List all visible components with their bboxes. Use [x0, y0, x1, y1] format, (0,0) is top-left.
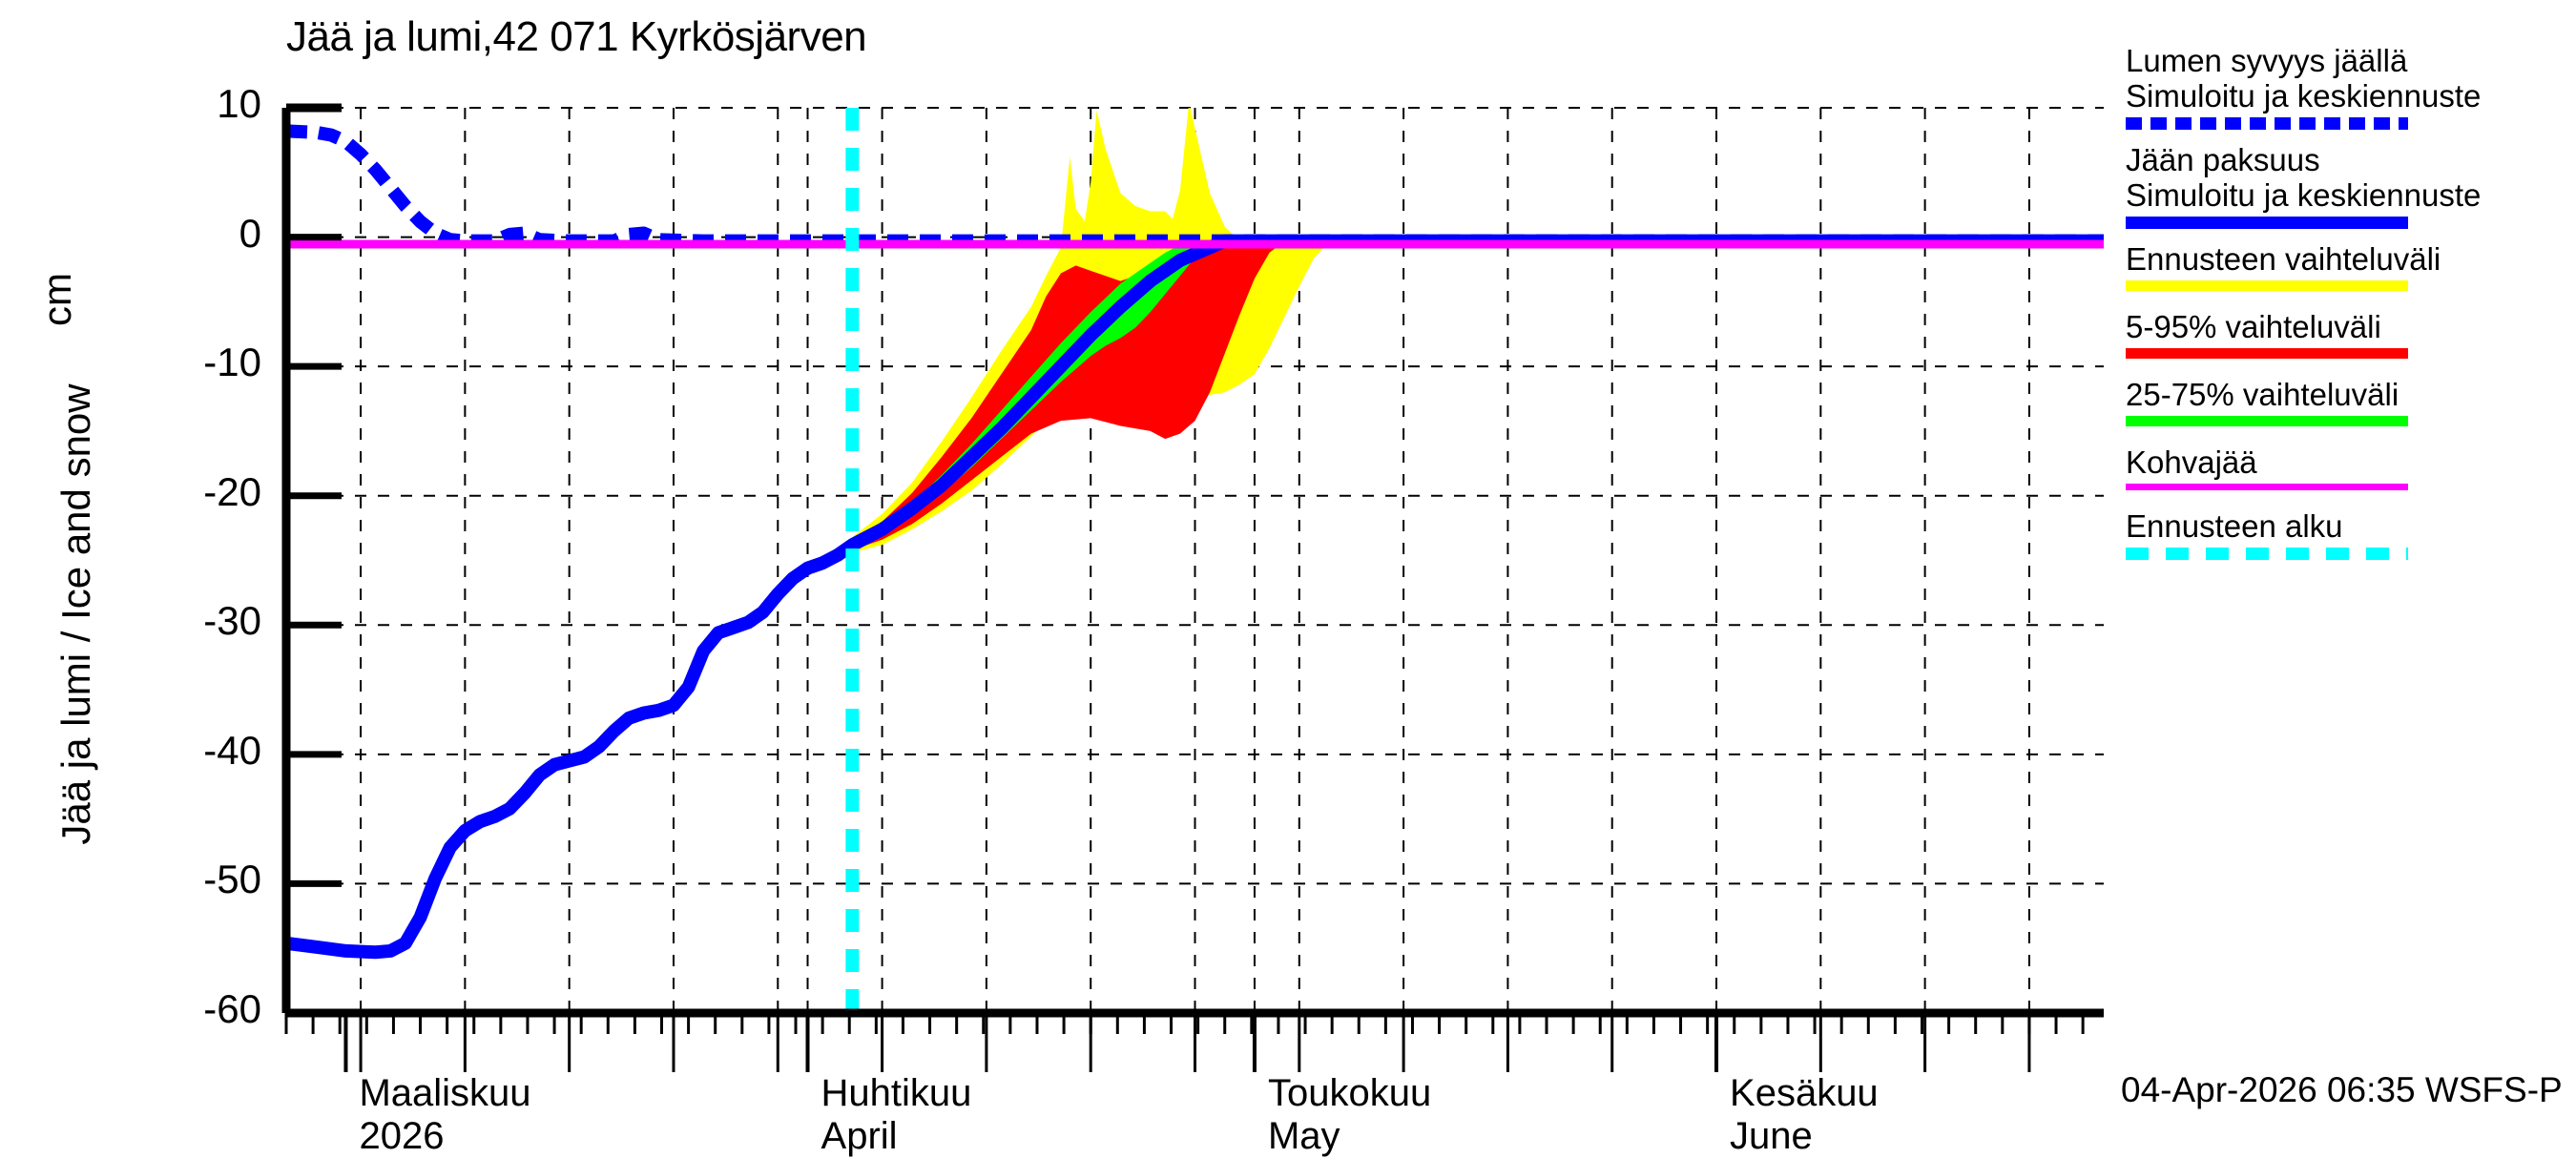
- x-tick-label-fi: Huhtikuu: [821, 1072, 972, 1114]
- legend-item[interactable]: Ennusteen vaihteluväli: [2126, 240, 2574, 291]
- x-tick-label-fi: Kesäkuu: [1730, 1072, 1879, 1114]
- series-line-lumen-syvyys-j-ll-: [286, 124, 2104, 248]
- forecast-band-ffff00: [852, 108, 2104, 553]
- legend-swatch-dashed-blue-line: [2126, 116, 2408, 130]
- legend-swatch-yellow-band: [2126, 279, 2408, 291]
- legend-item[interactable]: 25-75% vaihteluväli: [2126, 376, 2574, 426]
- legend-swatch-green-band: [2126, 415, 2408, 426]
- x-tick-label: Toukokuu May: [1268, 1072, 1431, 1158]
- legend-item[interactable]: 5-95% vaihteluväli: [2126, 308, 2574, 359]
- legend-swatch-dashed-cyan-line: [2126, 547, 2408, 560]
- legend-item[interactable]: Lumen syvyys jäällä Simuloitu ja keskienn…: [2126, 43, 2574, 130]
- x-tick-label-en: May: [1267, 1114, 1340, 1157]
- legend-item-title: 5-95% vaihteluväli: [2126, 308, 2381, 344]
- y-tick-label: 10: [217, 81, 261, 126]
- y-axis-label-group: Jää ja lumi / Ice and snow cm: [0, 0, 114, 1049]
- x-tick-label-en: June: [1730, 1114, 1813, 1157]
- legend-swatch-solid-blue-line: [2126, 216, 2408, 229]
- x-tick-label-fi: Maaliskuu: [359, 1072, 531, 1114]
- legend-swatch-red-band: [2126, 347, 2408, 359]
- y-tick-label: -30: [203, 598, 261, 644]
- x-tick-label: Huhtikuu April: [821, 1072, 972, 1158]
- x-tick-label: Maaliskuu 2026: [359, 1072, 530, 1158]
- legend-item-title: 25-75% vaihteluväli: [2126, 376, 2399, 412]
- y-tick-label: -20: [203, 468, 261, 514]
- legend-item-title: Jään paksuus: [2126, 141, 2320, 177]
- legend-item[interactable]: Kohvajää: [2126, 445, 2574, 490]
- legend: Lumen syvyys jäällä Simuloitu ja keskienn…: [2126, 43, 2574, 579]
- footer-timestamp: 04-Apr-2026 06:35 WSFS-P: [2121, 1070, 2563, 1109]
- legend-item[interactable]: Ennusteen alku: [2126, 507, 2574, 560]
- y-axis-unit-label: cm: [34, 273, 79, 326]
- legend-item-title: Ennusteen alku: [2126, 507, 2343, 544]
- legend-item-title: Ennusteen vaihteluväli: [2126, 240, 2441, 277]
- forecast-band-ff0000: [852, 240, 2104, 550]
- x-tick-label: Kesäkuu June: [1730, 1072, 1879, 1158]
- y-tick-label: -40: [203, 727, 261, 773]
- legend-item-title: Lumen syvyys jäällä: [2126, 43, 2408, 78]
- x-tick-label-en: April: [821, 1114, 898, 1157]
- legend-item-subtitle: Simuloitu ja keskiennuste: [2126, 176, 2482, 213]
- y-tick-label: -50: [203, 857, 261, 902]
- x-tick-label-fi: Toukokuu: [1267, 1072, 1432, 1114]
- y-tick-label: 0: [239, 210, 261, 256]
- y-tick-label: -10: [203, 340, 261, 385]
- legend-item-subtitle: Simuloitu ja keskiennuste: [2126, 77, 2482, 114]
- page-title: Jää ja lumi,42 071 Kyrkösjärven: [286, 13, 867, 60]
- legend-item[interactable]: Jään paksuus Simuloitu ja keskiennuste: [2126, 141, 2574, 229]
- legend-swatch-magenta-line: [2126, 483, 2408, 490]
- x-tick-label-en: 2026: [359, 1114, 445, 1157]
- legend-item-title: Kohvajää: [2126, 444, 2257, 480]
- y-tick-label: -60: [203, 986, 261, 1031]
- series-line-j-n-paksuus: [286, 234, 2104, 960]
